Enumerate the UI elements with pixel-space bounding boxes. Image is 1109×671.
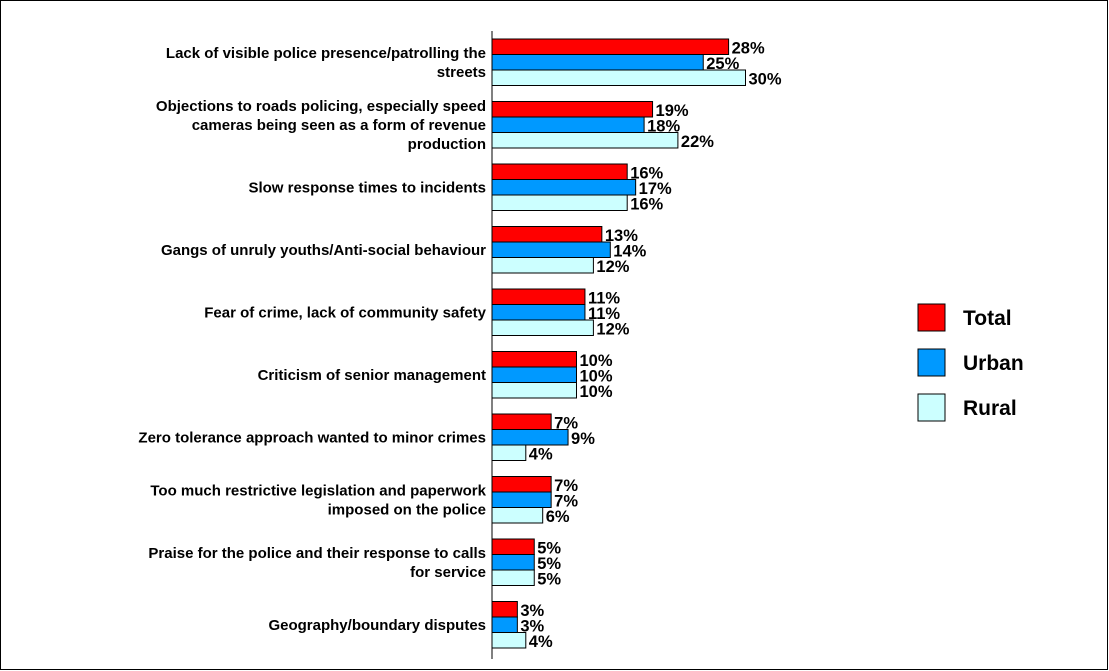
bar-total xyxy=(491,288,586,305)
data-label: 3% xyxy=(520,602,544,620)
data-label: 22% xyxy=(681,133,714,151)
category-label: Too much restrictive legislation and pap… xyxy=(150,482,486,499)
data-label: 5% xyxy=(537,540,561,558)
data-label: 4% xyxy=(529,446,553,464)
category-label: Zero tolerance approach wanted to minor … xyxy=(138,429,486,446)
bar-urban xyxy=(491,429,569,446)
legend-swatch-total xyxy=(917,303,946,332)
data-label: 7% xyxy=(554,493,578,511)
bar-urban xyxy=(491,179,637,196)
category-label: Objections to roads policing, especially… xyxy=(156,98,486,115)
bar-total xyxy=(491,476,552,493)
data-label: 10% xyxy=(580,383,613,401)
bar-rural xyxy=(491,319,594,336)
bar-rural xyxy=(491,69,746,86)
data-label: 6% xyxy=(546,508,570,526)
bar-total xyxy=(491,101,654,118)
data-label: 7% xyxy=(554,477,578,495)
data-label: 16% xyxy=(630,196,663,214)
bar-urban xyxy=(491,616,518,633)
bar-rural xyxy=(491,507,544,524)
data-label: 3% xyxy=(520,618,544,636)
category-label: Gangs of unruly youths/Anti-social behav… xyxy=(161,242,486,259)
data-label: 14% xyxy=(613,243,646,261)
bar-rural xyxy=(491,194,628,211)
category-label: for service xyxy=(410,564,486,581)
data-label: 5% xyxy=(537,571,561,589)
category-label: streets xyxy=(437,64,486,81)
bar-urban xyxy=(491,241,611,258)
data-label: 25% xyxy=(706,55,739,73)
data-label: 16% xyxy=(630,165,663,183)
category-label: imposed on the police xyxy=(328,501,486,518)
data-label: 18% xyxy=(647,118,680,136)
legend-swatch-urban xyxy=(917,348,946,377)
bar-total xyxy=(491,226,603,243)
category-label: Fear of crime, lack of community safety xyxy=(204,304,486,321)
bar-urban xyxy=(491,116,645,133)
data-label: 4% xyxy=(529,633,553,651)
legend-label-rural: Rural xyxy=(963,397,1017,420)
data-label: 28% xyxy=(732,40,765,58)
legend-label-total: Total xyxy=(963,307,1012,330)
data-label: 11% xyxy=(588,305,620,323)
data-label: 10% xyxy=(580,352,613,370)
category-label: cameras being seen as a form of revenue xyxy=(192,117,486,134)
bar-rural xyxy=(491,382,577,399)
bar-total xyxy=(491,351,577,368)
category-label: Criticism of senior management xyxy=(258,367,486,384)
bar-total xyxy=(491,38,730,55)
category-label: Slow response times to incidents xyxy=(248,179,486,196)
legend-label-urban: Urban xyxy=(963,352,1024,375)
legend-swatch-rural xyxy=(917,393,946,422)
bar-rural xyxy=(491,257,594,274)
data-label: 11% xyxy=(588,290,620,308)
data-label: 5% xyxy=(537,555,561,573)
bar-urban xyxy=(491,366,577,383)
data-label: 17% xyxy=(639,180,672,198)
data-label: 13% xyxy=(605,227,638,245)
data-label: 7% xyxy=(554,415,578,433)
category-label: Geography/boundary disputes xyxy=(268,617,486,634)
bar-total xyxy=(491,163,628,180)
data-label: 12% xyxy=(596,321,629,339)
bar-urban xyxy=(491,554,535,571)
bar-urban xyxy=(491,491,552,508)
data-label: 12% xyxy=(596,258,629,276)
bar-total xyxy=(491,538,535,555)
bar-urban xyxy=(491,54,704,71)
bar-rural xyxy=(491,632,527,649)
bar-total xyxy=(491,413,552,430)
category-label: Lack of visible police presence/patrolli… xyxy=(166,45,486,62)
category-label: production xyxy=(408,136,486,153)
data-label: 10% xyxy=(580,368,613,386)
bar-rural xyxy=(491,569,535,586)
bar-urban xyxy=(491,304,586,321)
bar-total xyxy=(491,601,518,618)
bar-rural xyxy=(491,444,527,461)
category-label: Praise for the police and their response… xyxy=(148,545,486,562)
data-label: 9% xyxy=(571,430,595,448)
data-label: 19% xyxy=(656,102,689,120)
bar-rural xyxy=(491,132,679,149)
data-label: 30% xyxy=(749,71,782,89)
